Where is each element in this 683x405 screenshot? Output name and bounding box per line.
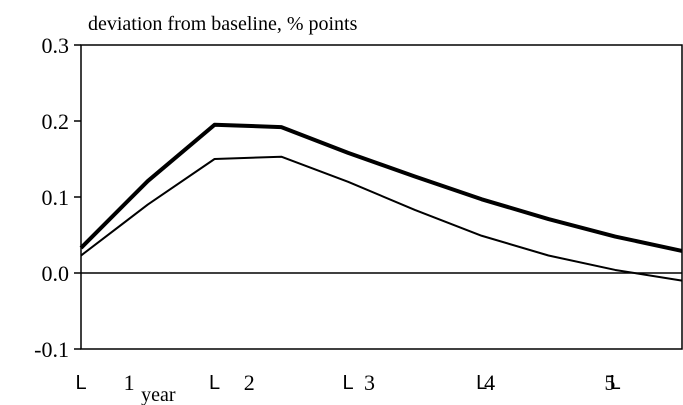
y-tick-label: 0.2 [42, 109, 70, 134]
chart-title: deviation from baseline, % points [88, 13, 358, 35]
x-tick-label: L [209, 372, 220, 394]
y-tick-label: 0.3 [42, 33, 70, 58]
x-label: 1 [124, 370, 135, 395]
y-tick-label: 0.0 [42, 261, 70, 286]
line-series [80, 155, 683, 282]
x-label: 3 [364, 370, 375, 395]
x-tick-label: L [476, 372, 487, 394]
x-tick-label: L [75, 372, 86, 394]
x-unit-label: year [141, 384, 176, 405]
line-series [79, 122, 683, 253]
y-tick-label: 0.1 [42, 185, 70, 210]
x-tick-label: L [343, 372, 354, 394]
x-label: 2 [244, 370, 255, 395]
plot-frame [80, 44, 683, 350]
x-tick-label: L [610, 372, 621, 394]
y-tick-label: -0.1 [34, 337, 69, 362]
x-label: 5 [604, 370, 615, 395]
x-label: 4 [484, 370, 495, 395]
